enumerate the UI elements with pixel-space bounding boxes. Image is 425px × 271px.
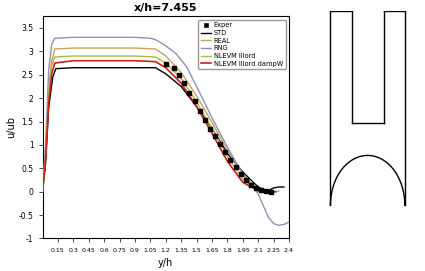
Point [248,183,255,187]
Point [227,158,234,162]
Point [191,99,198,104]
Point [217,142,224,146]
Point [176,73,182,77]
X-axis label: y/h: y/h [158,258,173,268]
Point [201,118,208,122]
Point [162,62,169,67]
Point [170,66,177,70]
Point [186,90,193,95]
Title: x/h=7.455: x/h=7.455 [134,3,198,13]
Point [212,134,218,139]
Point [207,126,213,131]
Point [237,172,244,176]
Point [263,189,270,194]
Point [232,165,239,170]
Point [181,81,188,85]
Point [258,188,265,192]
Point [222,150,229,154]
Point [196,109,203,113]
Y-axis label: u/ub: u/ub [6,116,16,138]
Point [253,186,260,191]
Legend: Exper, STD, REAL, RNG, NLEVM IIIord, NLEVM IIIord dampW: Exper, STD, REAL, RNG, NLEVM IIIord, NLE… [198,20,286,69]
Point [242,178,249,183]
Point [267,189,274,194]
